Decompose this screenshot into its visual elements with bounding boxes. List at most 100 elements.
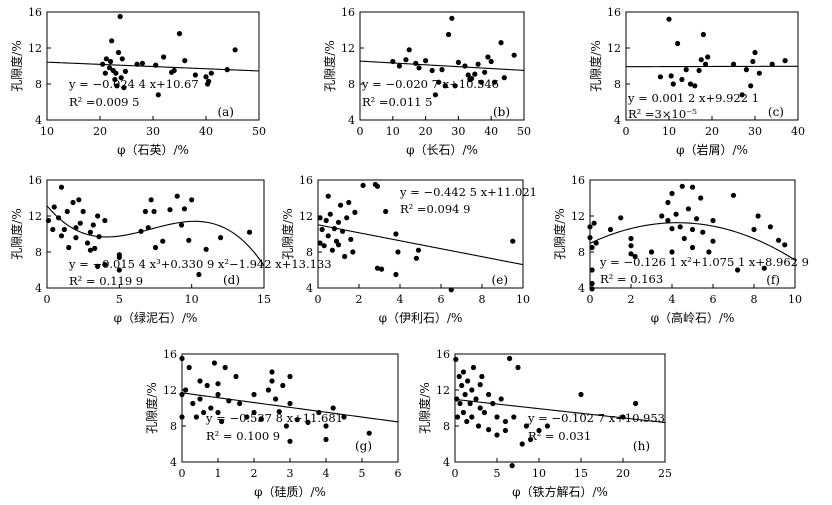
data-point — [344, 215, 350, 221]
fit-equation: y = −0.126 1 x²+1.075 1 x+8.962 9 — [599, 255, 809, 269]
data-point — [58, 233, 65, 239]
data-point — [673, 211, 679, 217]
data-point — [76, 197, 82, 203]
data-point — [486, 427, 492, 433]
y-tick-label: 16 — [28, 174, 42, 187]
x-tick-label: 6 — [710, 293, 717, 306]
data-point — [423, 58, 429, 64]
data-point — [396, 63, 402, 69]
data-point — [103, 56, 109, 62]
data-point — [201, 409, 207, 416]
data-point — [669, 249, 675, 255]
data-point — [669, 190, 675, 197]
x-tick-label: 20 — [419, 125, 433, 138]
data-point — [117, 13, 123, 20]
data-point — [237, 400, 243, 407]
data-point — [689, 244, 696, 251]
data-point — [481, 409, 487, 416]
data-point — [122, 68, 129, 74]
data-point — [432, 92, 439, 98]
data-point — [494, 414, 500, 420]
data-point — [465, 378, 471, 384]
data-point — [511, 52, 517, 58]
data-point — [413, 255, 419, 261]
data-point — [488, 58, 494, 65]
data-point — [258, 416, 264, 422]
data-point — [485, 54, 491, 60]
y-tick-label: 12 — [28, 42, 42, 55]
data-point — [473, 396, 479, 402]
y-axis-label: 孔隙度/% — [144, 382, 159, 433]
data-point — [498, 396, 504, 402]
data-point — [233, 373, 239, 380]
y-axis-label: 孔隙度/% — [588, 40, 603, 91]
data-point — [515, 364, 521, 371]
y-tick-label: 4 — [578, 282, 585, 295]
data-point — [628, 251, 634, 257]
fit-equation: y = −0.102 7 x+10.953 — [527, 411, 665, 425]
data-point — [523, 423, 530, 429]
data-point — [632, 253, 638, 260]
data-point — [366, 430, 372, 436]
data-point — [544, 423, 551, 429]
data-point — [528, 436, 534, 443]
panel-label: (f) — [766, 273, 780, 287]
data-point — [348, 236, 354, 242]
y-tick-label: 16 — [163, 348, 177, 361]
data-point — [283, 423, 289, 429]
data-point — [102, 70, 108, 76]
data-point — [116, 267, 122, 273]
data-point — [478, 79, 484, 85]
y-axis-label: 孔隙度/% — [322, 40, 337, 91]
data-point — [329, 247, 335, 253]
data-point — [219, 418, 225, 425]
data-point — [95, 213, 101, 219]
x-axis-label: φ（岩屑）/% — [676, 142, 748, 157]
data-point — [657, 74, 664, 80]
data-point — [119, 56, 125, 62]
y-tick-label: 16 — [436, 348, 450, 361]
y-tick-label: 8 — [443, 420, 450, 433]
x-tick-label: 10 — [386, 125, 400, 138]
data-point — [203, 246, 209, 252]
data-point — [457, 400, 463, 407]
data-point — [374, 183, 381, 189]
data-point — [470, 364, 477, 371]
x-tick-label: 0 — [587, 293, 594, 306]
x-axis-label: φ（高岭石）/% — [651, 310, 735, 325]
y-tick-label: 4 — [170, 456, 177, 469]
panel-h: 0 5 10 15 20 25 4 8 12 16 φ（铁方解石）/% 孔隙度/% y = −0.102… — [417, 348, 672, 499]
data-point — [102, 262, 108, 268]
data-point — [445, 31, 452, 38]
x-tick-label: 5 — [116, 293, 123, 306]
data-point — [70, 199, 76, 206]
panel-label: (h) — [633, 439, 650, 453]
data-point — [460, 369, 466, 375]
data-point — [181, 206, 188, 212]
data-point — [454, 414, 461, 420]
data-point — [593, 240, 599, 246]
x-tick-label: 4 — [669, 293, 676, 306]
data-point — [748, 83, 754, 89]
data-point — [730, 192, 737, 198]
y-tick-label: 4 — [35, 282, 42, 295]
y-tick-label: 12 — [28, 210, 42, 223]
data-point — [403, 57, 409, 63]
data-point — [710, 238, 716, 244]
fit-line — [455, 398, 665, 424]
panel-a: 10 20 30 40 50 4 8 12 16 φ（石英）/% 孔隙度/% y = −0.024 4… — [9, 6, 266, 157]
y-axis-label: 孔隙度/% — [552, 208, 567, 259]
y-tick-label: 4 — [35, 114, 42, 127]
x-tick-label: 40 — [199, 125, 213, 138]
x-axis-label: φ（铁方解石）/% — [512, 484, 608, 499]
data-point — [192, 72, 198, 78]
x-tick-label: 0 — [623, 125, 630, 138]
data-point — [442, 83, 448, 89]
data-point — [319, 226, 325, 233]
data-point — [469, 387, 475, 393]
data-point — [45, 217, 52, 224]
data-point — [66, 244, 72, 251]
data-point — [511, 414, 517, 420]
data-point — [61, 226, 67, 233]
data-point — [287, 400, 293, 407]
